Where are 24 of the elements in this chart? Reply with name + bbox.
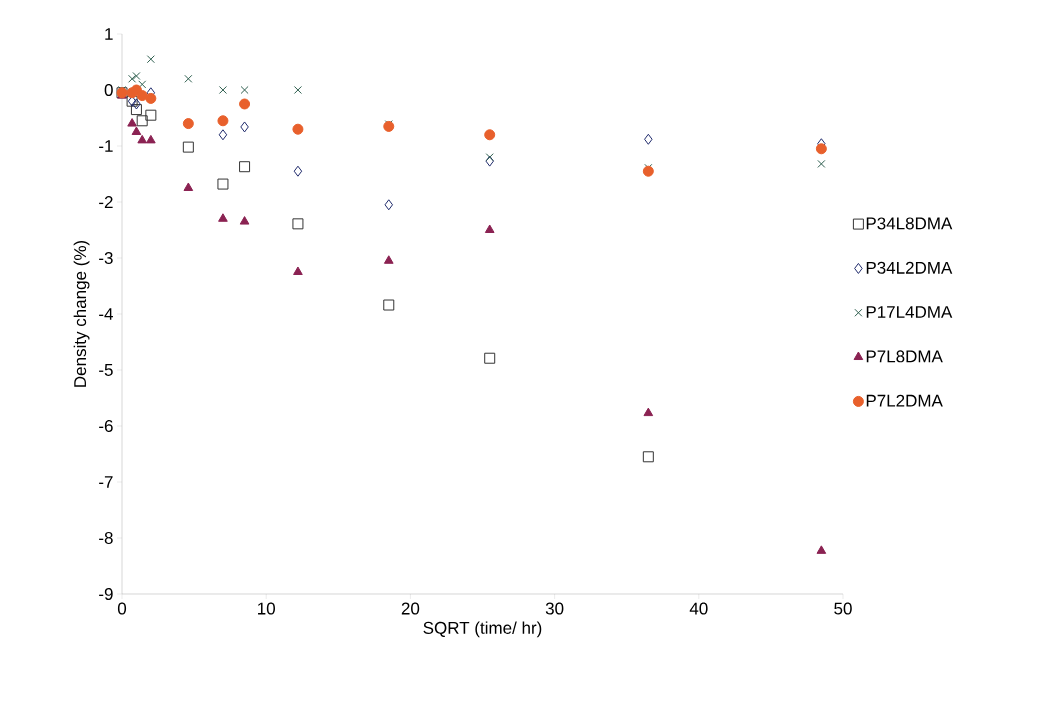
x-tick-label: 40 xyxy=(689,602,708,615)
y-tick-label: -3 xyxy=(99,251,113,265)
x-tick-label: 10 xyxy=(258,602,275,615)
x-tick-label: 30 xyxy=(545,602,564,615)
y-tick-label: -5 xyxy=(99,364,113,376)
legend-label: P17L4DMA xyxy=(866,306,953,318)
x-axis-title: SQRT (time/ hr) xyxy=(423,621,542,638)
legend-label: P34L8DMA xyxy=(866,217,953,230)
y-tick-label: -7 xyxy=(99,476,113,488)
y-tick-label: -1 xyxy=(99,140,113,152)
x-tick-label: 0 xyxy=(117,602,127,615)
legend-label: P7L2DMA xyxy=(866,394,943,407)
legend-label: P7L8DMA xyxy=(866,350,943,363)
y-tick-label: -4 xyxy=(99,308,113,320)
y-tick-label: -9 xyxy=(99,587,113,601)
y-tick-label: -6 xyxy=(99,419,113,433)
y-tick-label: -8 xyxy=(99,531,113,545)
x-tick-label: 50 xyxy=(834,602,852,615)
y-axis-title: Density change (%) xyxy=(73,240,90,387)
y-tick-label: -2 xyxy=(99,196,113,208)
legend-label: P34L2DMA xyxy=(866,261,953,274)
y-tick-label: 0 xyxy=(104,83,113,97)
y-tick-label: 1 xyxy=(105,28,113,40)
x-tick-label: 20 xyxy=(401,602,420,615)
